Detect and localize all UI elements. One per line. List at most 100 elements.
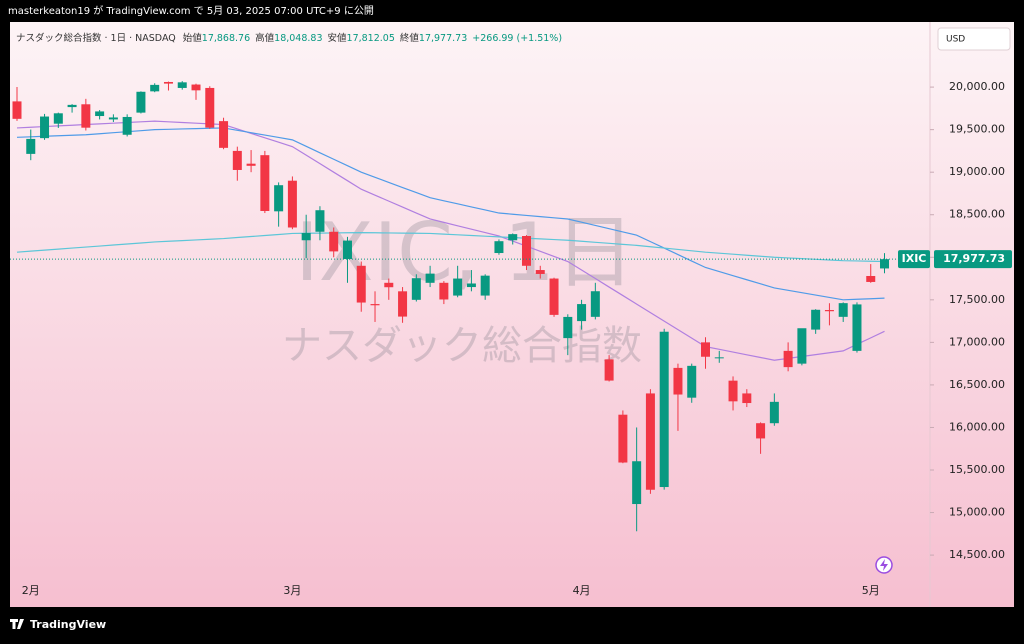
brand-logo (10, 619, 24, 629)
y-tick-label: 19,000.00 (949, 165, 1005, 178)
candle-body (232, 150, 242, 170)
brand-name: TradingView (30, 618, 106, 631)
candle-body (315, 210, 325, 232)
candle-body (521, 236, 531, 266)
header-title: ナスダック総合指数 · 1日 · NASDAQ (16, 32, 176, 44)
moving-average (16, 120, 885, 361)
candle-body (40, 116, 50, 139)
candle-body (563, 316, 573, 339)
candle-body (329, 231, 339, 252)
candle-body (549, 278, 559, 315)
header-change: +266.99 (+1.51%) (472, 33, 562, 44)
candle-body (466, 283, 476, 288)
candle-body (67, 104, 77, 108)
y-tick-label: 18,500.00 (949, 208, 1005, 221)
plot-background (10, 22, 1014, 607)
candle-body (604, 359, 614, 381)
candle-body (425, 273, 435, 283)
candle-body (645, 393, 655, 490)
candle-body (219, 121, 229, 148)
candle-body (411, 278, 421, 300)
header-label: 高値 (255, 32, 275, 44)
candle-body (453, 278, 463, 296)
candle-body (384, 282, 394, 288)
candle-body (342, 240, 352, 259)
candle-body (150, 84, 160, 92)
y-tick-label: 16,500.00 (949, 378, 1005, 391)
y-tick-label: 19,500.00 (949, 123, 1005, 136)
candle-body (590, 291, 600, 317)
candle-body (659, 331, 669, 488)
header-label: 終値 (400, 32, 420, 44)
watermark-name: ナスダック総合指数 (282, 323, 642, 369)
candle-body (95, 111, 105, 117)
candle-body (108, 117, 118, 120)
candle-body (838, 303, 848, 317)
plot (10, 81, 930, 532)
candle-body (880, 259, 890, 269)
currency: USD (946, 35, 965, 45)
candle-body (714, 357, 724, 359)
candle-body (811, 309, 821, 330)
candle-body (260, 155, 270, 211)
candle-body (122, 116, 132, 135)
x-tick-label: 3月 (283, 584, 301, 597)
candle-body (756, 423, 766, 439)
candle-body (824, 310, 834, 312)
candle-body (136, 91, 146, 113)
header-label: 始値 (183, 32, 203, 44)
last-price-label: 17,977.73 (943, 252, 1005, 265)
candle-body (535, 270, 545, 274)
candle-body (163, 81, 173, 84)
header-label: 安値 (328, 32, 348, 44)
candle-body (797, 328, 807, 364)
header-value: 18,048.83 (274, 33, 322, 44)
x-tick-label: 5月 (862, 584, 880, 597)
header-value: 17,868.76 (202, 33, 250, 44)
candle-body (618, 414, 628, 463)
header: ナスダック総合指数 · 1日 · NASDAQ 始値17,868.76 高値18,0… (16, 32, 562, 44)
candle-body (494, 241, 504, 254)
candle-body (287, 180, 297, 228)
y-tick-label: 17,500.00 (949, 293, 1005, 306)
y-tick-label: 20,000.00 (949, 80, 1005, 93)
candle-body (632, 461, 642, 505)
candle-body (370, 304, 380, 306)
candle-body (274, 185, 284, 212)
moving-average (16, 127, 885, 301)
candle-body (356, 265, 366, 303)
candle-body (53, 113, 63, 124)
y-tick-label: 14,500.00 (949, 548, 1005, 561)
candle-body (205, 87, 215, 128)
candle-body (673, 367, 683, 395)
candle-body (439, 282, 449, 300)
candle-body (728, 380, 738, 402)
candle-body (577, 304, 587, 322)
candle-body (301, 233, 311, 241)
header-value: 17,977.73 (419, 33, 467, 44)
candle-body (852, 304, 862, 351)
candle-body (398, 291, 408, 317)
candle-body (783, 350, 793, 368)
candle-body (508, 234, 518, 241)
candle-body (177, 82, 187, 88)
x-tick-label: 4月 (573, 584, 591, 597)
candle-body (81, 104, 91, 128)
publish-note: masterkeaton19 が TradingView.com で 5月 03… (8, 4, 374, 17)
y-tick-label: 15,500.00 (949, 463, 1005, 476)
candle-body (246, 163, 256, 166)
y-tick-label: 15,000.00 (949, 506, 1005, 519)
candle-body (701, 342, 710, 357)
x-tick-label: 2月 (22, 584, 40, 597)
alert-bolt (880, 559, 888, 571)
header-value: 17,812.05 (347, 33, 395, 44)
currency-box[interactable] (937, 27, 1011, 51)
candle-body (191, 84, 201, 91)
y-tick-label: 17,000.00 (949, 335, 1005, 348)
candle-body (480, 275, 490, 296)
symbol-label: IXIC (902, 252, 927, 265)
candle-body (12, 101, 22, 119)
candle-body (26, 138, 36, 154)
